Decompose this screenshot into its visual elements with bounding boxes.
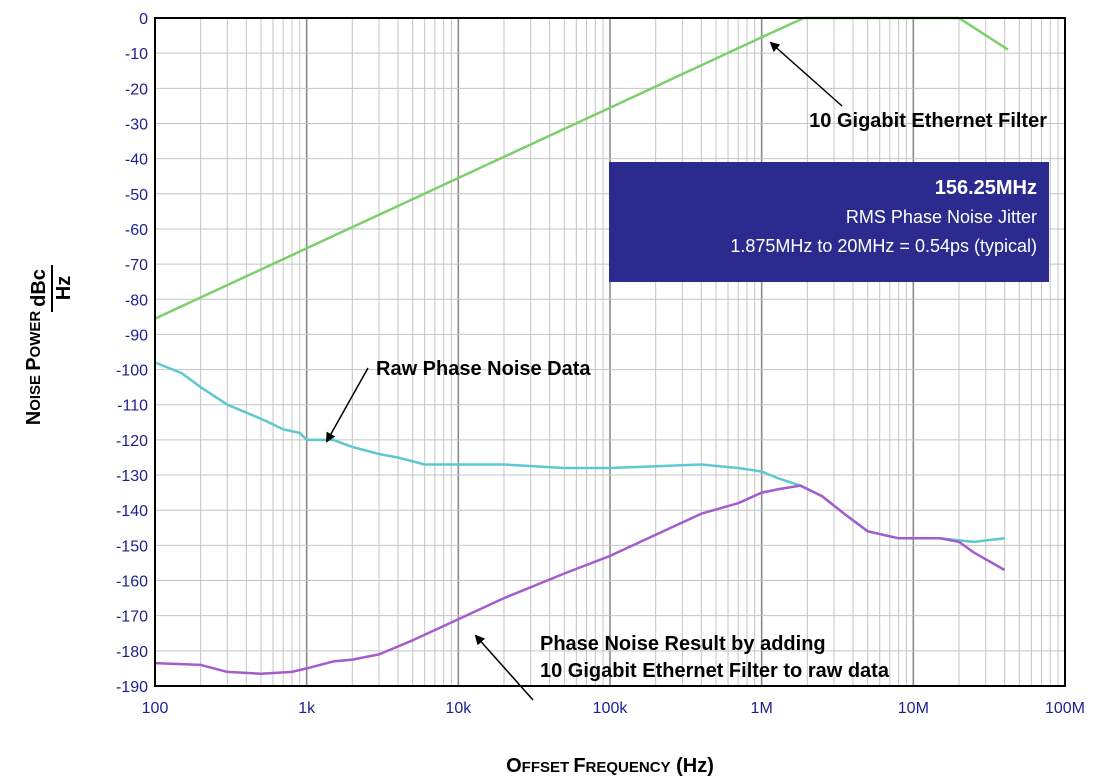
- y-axis-unit-denominator: Hz: [53, 276, 75, 300]
- x-axis-title-cap-2: F: [573, 755, 585, 777]
- x-tick-label: 1M: [751, 700, 773, 717]
- x-tick-label: 100: [142, 700, 169, 717]
- y-axis-title: NOISE POWER dBc Hz: [23, 265, 75, 425]
- series-line-result: [154, 484, 1006, 675]
- annotation-raw: Raw Phase Noise Data: [326, 358, 591, 443]
- y-axis-title-cap-2: P: [23, 357, 45, 370]
- x-axis-title-rest-2: REQUENCY: [586, 759, 671, 776]
- annotation-filter-arrow: [769, 41, 843, 107]
- annotation-result-text-line-2: 10 Gigabit Ethernet Filter to raw data: [540, 660, 890, 682]
- annotation-filter: 10 Gigabit Ethernet Filter: [769, 41, 1047, 132]
- y-tick-label: -70: [125, 257, 148, 274]
- x-tick-label: 10k: [445, 700, 472, 717]
- y-tick-label: -60: [125, 222, 148, 239]
- y-tick-label: -150: [116, 538, 148, 555]
- y-tick-label: -190: [116, 679, 148, 696]
- y-tick-label: -40: [125, 152, 148, 169]
- y-axis-title-text: NOISE POWER: [23, 311, 45, 426]
- annotation-result-arrow: [474, 634, 534, 701]
- info-box: 156.25MHz RMS Phase Noise Jitter 1.875MH…: [609, 162, 1049, 282]
- y-tick-label: -90: [125, 327, 148, 344]
- info-box-title: 156.25MHz: [935, 177, 1037, 199]
- x-tick-labels: 100 1k 10k 100k 1M 10M 100M: [142, 700, 1085, 717]
- y-tick-label: -110: [117, 398, 148, 415]
- annotation-result: Phase Noise Result by adding 10 Gigabit …: [474, 633, 890, 701]
- info-box-line-2: 1.875MHz to 20MHz = 0.54ps (typical): [730, 236, 1037, 256]
- x-axis-title: OFFSET FREQUENCY (Hz): [506, 755, 714, 777]
- info-box-line-1: RMS Phase Noise Jitter: [846, 207, 1037, 227]
- x-tick-label: 100k: [593, 700, 629, 717]
- y-tick-label: -140: [116, 503, 148, 520]
- annotation-raw-text: Raw Phase Noise Data: [376, 358, 591, 380]
- y-tick-label: -30: [125, 116, 148, 133]
- y-axis-title-rest-1: OISE: [27, 371, 44, 411]
- grid: [154, 17, 1065, 687]
- x-tick-label: 100M: [1045, 700, 1085, 717]
- y-tick-label: -100: [116, 363, 148, 380]
- y-axis-title-rest-2: OWER: [27, 311, 44, 358]
- annotation-result-text-line-1: Phase Noise Result by adding: [540, 633, 826, 655]
- y-axis-unit-numerator: dBc: [28, 269, 50, 307]
- y-tick-label: -80: [125, 292, 148, 309]
- y-tick-label: -180: [116, 644, 148, 661]
- y-tick-label: -50: [125, 187, 148, 204]
- x-tick-label: 1k: [298, 700, 316, 717]
- y-tick-label: -130: [116, 468, 148, 485]
- annotation-raw-arrow: [326, 367, 369, 443]
- y-tick-label: 0: [139, 11, 148, 28]
- annotation-filter-text: 10 Gigabit Ethernet Filter: [809, 110, 1047, 132]
- x-axis-title-cap-1: O: [506, 755, 522, 777]
- y-tick-label: -120: [116, 433, 148, 450]
- y-tick-label: -160: [116, 574, 148, 591]
- x-axis-title-rest-1: FFSET: [522, 759, 574, 776]
- x-axis-title-tail: (Hz): [671, 755, 714, 777]
- y-tick-labels: 0 -10 -20 -30 -40 -50 -60 -70 -80 -90 -100 -110 -120…: [116, 11, 148, 696]
- y-axis-title-cap-1: N: [23, 411, 45, 425]
- y-tick-label: -170: [116, 609, 148, 626]
- plot-frame: [154, 17, 1066, 687]
- y-tick-label: -20: [125, 81, 148, 98]
- info-box-background: [609, 162, 1049, 282]
- x-tick-label: 10M: [898, 700, 929, 717]
- y-tick-label: -10: [125, 46, 148, 63]
